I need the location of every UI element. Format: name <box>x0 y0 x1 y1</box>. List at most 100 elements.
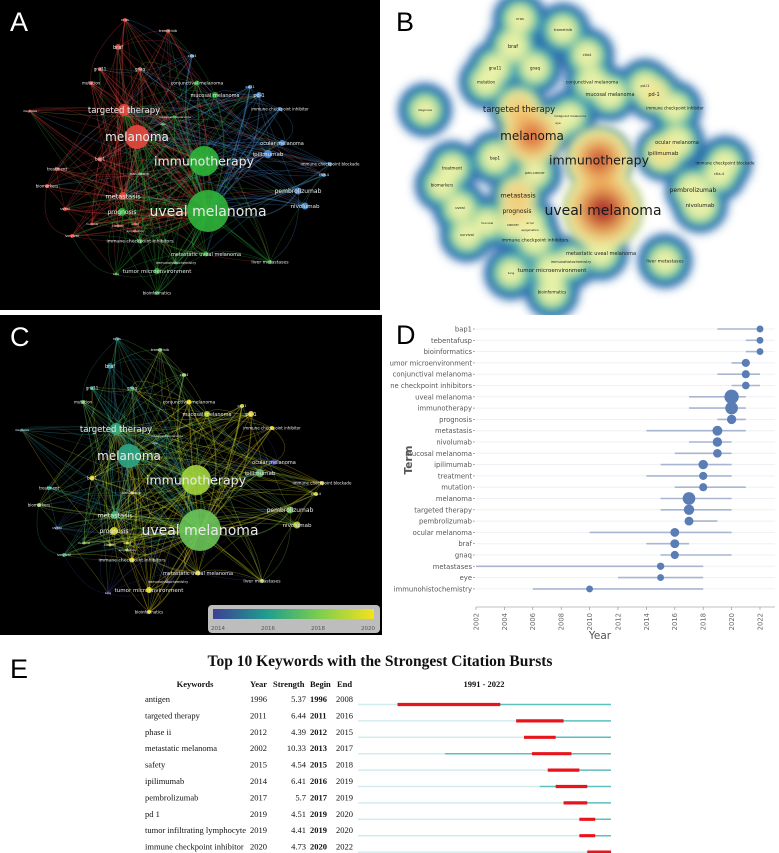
node-metastasis[interactable] <box>111 511 119 519</box>
node-melanoma[interactable] <box>117 444 141 468</box>
node-metastasis[interactable] <box>119 192 127 200</box>
node-targeted-therapy[interactable] <box>118 104 130 116</box>
node-mutation[interactable] <box>89 81 93 85</box>
node-diagnosis[interactable] <box>28 109 32 113</box>
term-point[interactable] <box>670 539 680 549</box>
term-point[interactable] <box>725 401 738 415</box>
node-immunohistochemistry[interactable] <box>166 580 170 584</box>
node-metastatic-uveal-melanoma[interactable] <box>203 251 209 257</box>
node-liver-metastases[interactable] <box>268 260 272 264</box>
node-pembrolizumab[interactable] <box>294 187 302 195</box>
node-targeted-therapy[interactable] <box>110 423 122 435</box>
node-conjunctival-melanoma[interactable] <box>186 399 192 405</box>
term-point[interactable] <box>683 504 695 515</box>
term-point[interactable] <box>670 550 679 560</box>
node-braf[interactable] <box>107 363 113 369</box>
node-pd-1[interactable] <box>248 411 254 417</box>
node-gnaq[interactable] <box>138 67 142 71</box>
node-pembrolizumab[interactable] <box>286 506 294 514</box>
node-nras[interactable] <box>123 18 127 22</box>
node-immunotherapy[interactable] <box>181 465 211 495</box>
node-pan-cancer[interactable] <box>130 491 134 495</box>
term-point[interactable] <box>684 516 694 526</box>
term-point[interactable] <box>741 381 750 390</box>
node-nivolumab[interactable] <box>293 521 301 529</box>
node-bioinformatics[interactable] <box>147 610 151 614</box>
node-uveal-melanoma[interactable] <box>187 190 229 232</box>
node-diagnosis[interactable] <box>20 428 24 432</box>
term-point[interactable] <box>656 562 665 570</box>
node-nivolumab[interactable] <box>301 202 309 210</box>
node-treatment[interactable] <box>47 486 51 490</box>
node-pd-1[interactable] <box>256 92 262 98</box>
node-metastatic-uveal-melanoma[interactable] <box>195 570 201 576</box>
term-point[interactable] <box>756 336 764 344</box>
node-prognosis[interactable] <box>118 208 126 216</box>
node-survival[interactable] <box>62 553 66 557</box>
term-point[interactable] <box>712 437 723 447</box>
node-ctla-4[interactable] <box>314 492 318 496</box>
node-lung[interactable] <box>114 272 118 276</box>
node-immunotherapy[interactable] <box>189 146 219 176</box>
node-biomarkers[interactable] <box>45 184 49 188</box>
node-prognosis[interactable] <box>110 527 118 535</box>
term-point[interactable] <box>682 492 696 505</box>
term-point[interactable] <box>698 459 708 470</box>
term-point[interactable] <box>713 448 722 458</box>
node-malignant-melanoma[interactable] <box>165 434 169 438</box>
node-braf[interactable] <box>115 44 121 50</box>
node-epigenetics[interactable] <box>125 548 129 552</box>
term-point[interactable] <box>724 389 739 404</box>
node-uveal[interactable] <box>55 526 59 530</box>
node-ipilimumab[interactable] <box>264 150 272 158</box>
node-acral[interactable] <box>125 541 129 545</box>
node-immune-checkpoint-inhibitors[interactable] <box>137 238 143 244</box>
node-ctla4[interactable] <box>190 54 194 58</box>
node-mucosal-melanoma[interactable] <box>212 92 218 98</box>
node-liver-metastases[interactable] <box>260 579 264 583</box>
term-point[interactable] <box>670 527 680 537</box>
node-bap1[interactable] <box>97 156 103 162</box>
node-ocular-melanoma[interactable] <box>279 140 285 146</box>
node-ocular-melanoma[interactable] <box>271 459 277 465</box>
node-cancer[interactable] <box>108 543 112 547</box>
node-mucosal[interactable] <box>82 541 86 545</box>
term-point[interactable] <box>741 370 750 379</box>
node-treatment[interactable] <box>55 167 59 171</box>
node-immune-checkpoint-blockade[interactable] <box>328 162 332 166</box>
node-ipilimumab[interactable] <box>256 469 264 477</box>
node-gna11[interactable] <box>98 67 102 71</box>
node-survival[interactable] <box>70 234 74 238</box>
term-point[interactable] <box>699 483 708 492</box>
node-epigenetics[interactable] <box>133 229 137 233</box>
node-trametinib[interactable] <box>166 29 170 33</box>
node-acral[interactable] <box>133 222 137 226</box>
term-point[interactable] <box>586 585 594 593</box>
node-lung[interactable] <box>106 591 110 595</box>
node-tumor-microenvironment[interactable] <box>154 268 160 274</box>
term-point[interactable] <box>756 348 764 356</box>
node-uveal-melanoma[interactable] <box>179 509 221 551</box>
node-immune-checkpoint-inhibitors[interactable] <box>129 557 135 563</box>
node-conjunctival-melanoma[interactable] <box>194 80 200 86</box>
node-bioinformatics[interactable] <box>155 291 159 295</box>
node-cancer[interactable] <box>116 224 120 228</box>
node-melanoma[interactable] <box>125 125 149 149</box>
node-pd-l1[interactable] <box>240 404 244 408</box>
node-ctla-4[interactable] <box>322 173 326 177</box>
term-point[interactable] <box>741 358 750 367</box>
term-point[interactable] <box>712 425 723 436</box>
term-point[interactable] <box>657 574 665 582</box>
node-malignant-melanoma[interactable] <box>173 115 177 119</box>
node-pan-cancer[interactable] <box>138 172 142 176</box>
term-point[interactable] <box>726 414 737 425</box>
node-immune-checkpoint-blockade[interactable] <box>320 481 324 485</box>
node-immune-checkpoint-inhibitor[interactable] <box>270 426 274 430</box>
node-immune-checkpoint-inhibitor[interactable] <box>278 107 282 111</box>
term-point[interactable] <box>699 471 708 480</box>
node-bap1[interactable] <box>89 475 95 481</box>
node-eye[interactable] <box>153 441 157 445</box>
node-mucosal[interactable] <box>90 222 94 226</box>
node-biomarkers[interactable] <box>37 503 41 507</box>
node-gna11[interactable] <box>90 386 94 390</box>
